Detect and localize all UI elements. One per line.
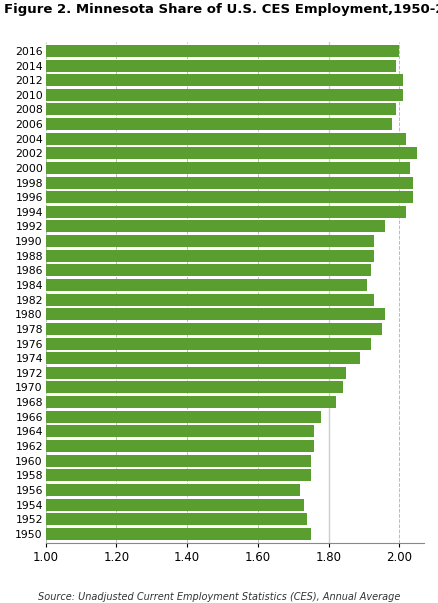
Bar xyxy=(46,469,310,481)
Bar xyxy=(46,352,360,364)
Bar xyxy=(46,206,406,218)
Bar xyxy=(46,338,370,350)
Bar xyxy=(46,411,321,423)
Bar xyxy=(46,221,384,233)
Bar xyxy=(46,499,303,511)
Bar xyxy=(46,147,416,159)
Bar xyxy=(46,396,335,408)
Bar xyxy=(46,294,374,306)
Text: Source: Unadjusted Current Employment Statistics (CES), Annual Average: Source: Unadjusted Current Employment St… xyxy=(38,592,400,602)
Bar xyxy=(46,513,307,525)
Bar xyxy=(46,382,342,393)
Bar xyxy=(46,264,370,276)
Bar xyxy=(46,250,374,262)
Bar xyxy=(46,177,413,189)
Text: Figure 2. Minnesota Share of U.S. CES Employment,1950-2017: Figure 2. Minnesota Share of U.S. CES Em… xyxy=(4,3,438,16)
Bar xyxy=(46,133,406,145)
Bar xyxy=(46,162,409,174)
Bar xyxy=(46,323,381,335)
Bar xyxy=(46,367,346,379)
Bar xyxy=(46,308,384,320)
Bar xyxy=(46,104,395,115)
Bar xyxy=(46,279,367,291)
Bar xyxy=(46,484,300,496)
Bar xyxy=(46,89,402,101)
Bar xyxy=(46,191,413,203)
Bar xyxy=(46,60,395,72)
Bar xyxy=(46,118,391,130)
Bar xyxy=(46,425,314,437)
Bar xyxy=(46,74,402,86)
Bar xyxy=(46,455,310,467)
Bar xyxy=(46,440,314,452)
Bar xyxy=(46,528,310,540)
Bar xyxy=(46,235,374,247)
Bar xyxy=(46,45,398,57)
